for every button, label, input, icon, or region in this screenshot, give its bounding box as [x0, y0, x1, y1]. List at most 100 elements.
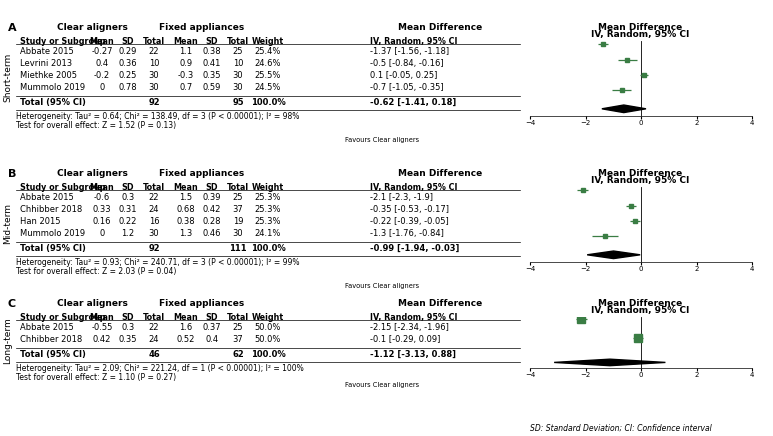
Text: 92: 92	[148, 244, 160, 253]
Text: Favours Clear aligners: Favours Clear aligners	[345, 382, 419, 388]
Text: Abbate 2015: Abbate 2015	[20, 47, 73, 56]
Text: Heterogeneity: Tau² = 2.09; Chi² = 221.24, df = 1 (P < 0.00001); I² = 100%: Heterogeneity: Tau² = 2.09; Chi² = 221.2…	[16, 364, 304, 373]
Text: 10: 10	[233, 59, 243, 68]
Text: Fixed appliances: Fixed appliances	[159, 299, 244, 308]
Text: Weight: Weight	[252, 37, 284, 46]
Text: 37: 37	[233, 335, 243, 344]
Polygon shape	[554, 359, 666, 366]
Text: 0.59: 0.59	[203, 83, 221, 92]
Text: IV, Random, 95% CI: IV, Random, 95% CI	[370, 183, 458, 192]
Text: -0.35 [-0.53, -0.17]: -0.35 [-0.53, -0.17]	[370, 205, 449, 214]
Text: Mean Difference: Mean Difference	[398, 23, 482, 32]
Text: 0.4: 0.4	[206, 335, 219, 344]
Text: 111: 111	[229, 244, 247, 253]
Text: Study or Subgroup: Study or Subgroup	[20, 183, 105, 192]
Text: Mean: Mean	[90, 313, 114, 322]
Text: 0.3: 0.3	[121, 193, 135, 202]
Text: Mean Difference: Mean Difference	[398, 299, 482, 308]
Text: 25: 25	[233, 193, 243, 202]
Text: 25.5%: 25.5%	[255, 71, 281, 80]
Text: 100.0%: 100.0%	[250, 350, 285, 359]
Text: 0: 0	[100, 229, 104, 238]
Text: 0.38: 0.38	[203, 47, 221, 56]
Text: Total: Total	[227, 313, 249, 322]
Text: 0.39: 0.39	[203, 193, 221, 202]
Text: 0.42: 0.42	[93, 335, 111, 344]
Text: Mean Difference: Mean Difference	[398, 169, 482, 178]
Text: 0.28: 0.28	[203, 217, 221, 226]
Text: Total: Total	[227, 183, 249, 192]
Text: 0.36: 0.36	[119, 59, 138, 68]
Text: Mean: Mean	[90, 37, 114, 46]
Text: 24.5%: 24.5%	[255, 83, 281, 92]
Text: Mean: Mean	[174, 37, 199, 46]
Text: -0.2: -0.2	[94, 71, 110, 80]
Text: 0.41: 0.41	[203, 59, 221, 68]
Text: 0.46: 0.46	[203, 229, 221, 238]
Text: -0.5 [-0.84, -0.16]: -0.5 [-0.84, -0.16]	[370, 59, 444, 68]
Text: 0.33: 0.33	[93, 205, 111, 214]
Text: Han 2015: Han 2015	[20, 217, 60, 226]
Text: 0.29: 0.29	[119, 47, 137, 56]
Text: 0: 0	[100, 83, 104, 92]
Text: IV, Random, 95% CI: IV, Random, 95% CI	[370, 313, 458, 322]
Text: Clear aligners: Clear aligners	[56, 299, 128, 308]
Text: 1.6: 1.6	[179, 323, 192, 332]
Text: Favours Clear aligners: Favours Clear aligners	[345, 137, 419, 143]
Text: 25: 25	[233, 47, 243, 56]
Polygon shape	[602, 105, 646, 112]
Text: -0.3: -0.3	[178, 71, 194, 80]
Text: Abbate 2015: Abbate 2015	[20, 323, 73, 332]
Text: -0.27: -0.27	[91, 47, 113, 56]
Text: Miethke 2005: Miethke 2005	[20, 71, 77, 80]
Text: -0.6: -0.6	[94, 193, 110, 202]
Text: 0.35: 0.35	[119, 335, 138, 344]
Text: 0.31: 0.31	[119, 205, 138, 214]
Text: IV, Random, 95% CI: IV, Random, 95% CI	[370, 37, 458, 46]
Text: 92: 92	[148, 98, 160, 107]
Text: 30: 30	[233, 83, 243, 92]
Text: 30: 30	[148, 229, 159, 238]
Text: B: B	[8, 169, 16, 179]
Text: Favours Clear aligners: Favours Clear aligners	[345, 283, 419, 289]
Text: Total (95% CI): Total (95% CI)	[20, 244, 86, 253]
Text: SD: SD	[122, 37, 135, 46]
Text: 46: 46	[148, 350, 160, 359]
Text: -2.1 [-2.3, -1.9]: -2.1 [-2.3, -1.9]	[370, 193, 433, 202]
Text: 25.3%: 25.3%	[255, 217, 281, 226]
Text: 19: 19	[233, 217, 243, 226]
Text: Study or Subgroup: Study or Subgroup	[20, 313, 105, 322]
Text: Weight: Weight	[252, 183, 284, 192]
Text: 100.0%: 100.0%	[250, 244, 285, 253]
Text: -2.15 [-2.34, -1.96]: -2.15 [-2.34, -1.96]	[370, 323, 449, 332]
Text: SD: SD	[206, 313, 218, 322]
Text: Test for overall effect: Z = 2.03 (P = 0.04): Test for overall effect: Z = 2.03 (P = 0…	[16, 267, 176, 276]
Text: 100.0%: 100.0%	[250, 98, 285, 107]
Text: 30: 30	[148, 71, 159, 80]
Text: Heterogeneity: Tau² = 0.93; Chi² = 240.71, df = 3 (P < 0.00001); I² = 99%: Heterogeneity: Tau² = 0.93; Chi² = 240.7…	[16, 258, 299, 267]
Text: 0.25: 0.25	[119, 71, 137, 80]
Text: 0.4: 0.4	[95, 59, 108, 68]
Text: Weight: Weight	[252, 313, 284, 322]
Text: Total: Total	[143, 37, 165, 46]
Text: Mean: Mean	[174, 313, 199, 322]
Text: 0.22: 0.22	[119, 217, 137, 226]
Text: SD: SD	[206, 37, 218, 46]
Text: Test for overall effect: Z = 1.52 (P = 0.13): Test for overall effect: Z = 1.52 (P = 0…	[16, 121, 176, 130]
Text: 1.2: 1.2	[121, 229, 135, 238]
Text: 16: 16	[148, 217, 159, 226]
Text: -0.1 [-0.29, 0.09]: -0.1 [-0.29, 0.09]	[370, 335, 441, 344]
Polygon shape	[587, 251, 640, 259]
Text: Clear aligners: Clear aligners	[56, 169, 128, 178]
Text: C: C	[8, 299, 16, 309]
Text: Mean: Mean	[174, 183, 199, 192]
Text: 22: 22	[148, 323, 159, 332]
Text: 0.16: 0.16	[93, 217, 111, 226]
Text: Test for overall effect: Z = 1.10 (P = 0.27): Test for overall effect: Z = 1.10 (P = 0…	[16, 373, 176, 382]
Text: 25.3%: 25.3%	[255, 193, 281, 202]
Text: 0.9: 0.9	[179, 59, 192, 68]
Text: 25.3%: 25.3%	[255, 205, 281, 214]
Text: SD: SD	[122, 313, 135, 322]
Text: 1.5: 1.5	[179, 193, 192, 202]
Text: 62: 62	[232, 350, 243, 359]
